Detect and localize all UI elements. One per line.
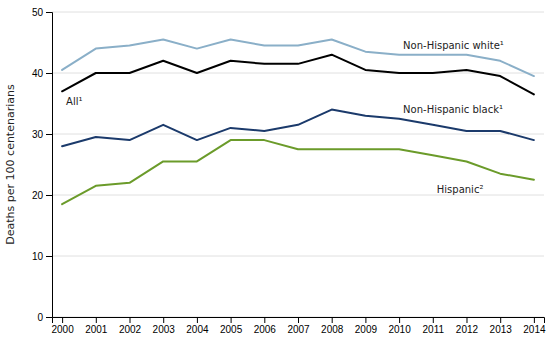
y-tick-label: 50	[32, 7, 44, 18]
x-tick-label: 2000	[51, 324, 74, 335]
x-tick-mark	[197, 317, 198, 323]
series-labels: Non-Hispanic white¹ All¹ Non-Hispanic blac…	[66, 40, 504, 195]
series-label: Non-Hispanic white¹	[403, 40, 504, 51]
x-tick-label: 2010	[388, 324, 411, 335]
x-tick-label: 2014	[523, 324, 546, 335]
x-tick: 2000	[51, 317, 74, 335]
x-tick-mark	[534, 317, 535, 323]
y-tick: 10	[32, 251, 52, 262]
x-tick: 2003	[153, 317, 176, 335]
y-tick-mark	[46, 134, 52, 135]
x-tick: 2014	[523, 317, 546, 335]
y-tick: 0	[37, 312, 52, 323]
x-tick-label: 2006	[254, 324, 277, 335]
x-tick-label: 2009	[355, 324, 378, 335]
x-tick-label: 2012	[456, 324, 479, 335]
y-axis-label: Deaths per 100 centenarians	[4, 84, 17, 245]
x-tick-mark	[231, 317, 232, 323]
x-tick-mark	[96, 317, 97, 323]
x-tick: 2011	[423, 317, 445, 335]
y-tick: 40	[32, 68, 52, 79]
x-tick-label: 2008	[321, 324, 344, 335]
x-tick: 2010	[388, 317, 411, 335]
x-tick-mark	[298, 317, 299, 323]
lines	[62, 39, 534, 204]
y-tick-label: 40	[32, 68, 44, 79]
grid-line	[52, 134, 544, 135]
x-tick: 2002	[119, 317, 142, 335]
x-tick: 2013	[490, 317, 513, 335]
y-tick-mark	[46, 317, 52, 318]
x-axis: 2000 2001 2002 2003 2004 2005 2006 2007 2008 2009…	[51, 317, 545, 335]
x-tick-label: 2003	[153, 324, 176, 335]
x-tick-mark	[500, 317, 501, 323]
x-tick: 2004	[186, 317, 209, 335]
series-label: Non-Hispanic black¹	[403, 104, 503, 115]
x-tick-label: 2002	[119, 324, 142, 335]
y-axis: 0 10 20 30 40 50	[32, 7, 53, 323]
x-tick-mark	[365, 317, 366, 323]
y-tick-label: 0	[37, 312, 43, 323]
x-tick-label: 2004	[186, 324, 209, 335]
series-line	[62, 55, 534, 95]
x-tick: 2001	[85, 317, 108, 335]
x-tick-label: 2011	[423, 324, 445, 335]
x-tick-mark	[62, 317, 63, 323]
x-tick-mark	[433, 317, 434, 323]
y-tick: 30	[32, 129, 52, 140]
x-tick: 2006	[254, 317, 277, 335]
y-tick-mark	[46, 256, 52, 257]
grid-line	[52, 256, 544, 257]
x-tick: 2012	[456, 317, 479, 335]
x-tick: 2009	[355, 317, 378, 335]
x-tick-label: 2013	[490, 324, 513, 335]
x-tick-label: 2001	[85, 324, 108, 335]
x-tick-label: 2005	[220, 324, 243, 335]
x-tick: 2005	[220, 317, 243, 335]
x-tick: 2008	[321, 317, 344, 335]
y-tick: 20	[32, 190, 52, 201]
plot: 2000 2001 2002 2003 2004 2005 2006 2007 2008 2009…	[32, 7, 546, 335]
y-tick-mark	[46, 12, 52, 13]
grid	[52, 12, 544, 317]
x-tick: 2007	[287, 317, 310, 335]
x-tick-mark	[264, 317, 265, 323]
y-tick-mark	[46, 73, 52, 74]
y-tick-label: 10	[32, 251, 44, 262]
x-axis-line	[53, 318, 545, 324]
x-tick-mark	[332, 317, 333, 323]
y-tick-mark	[46, 195, 52, 196]
series-line	[62, 140, 534, 204]
y-tick-label: 20	[32, 190, 44, 201]
series-label: Hispanic²	[437, 184, 484, 195]
x-tick-mark	[466, 317, 467, 323]
y-axis-line	[46, 13, 53, 318]
x-tick-mark	[130, 317, 131, 323]
x-tick-label: 2007	[287, 324, 310, 335]
y-tick-label: 30	[32, 129, 44, 140]
grid-line	[52, 12, 544, 13]
x-tick-mark	[399, 317, 400, 323]
series-label: All¹	[66, 96, 82, 107]
series-line	[62, 110, 534, 147]
chart: 2000 2001 2002 2003 2004 2005 2006 2007 2008 2009…	[0, 0, 560, 345]
x-tick-mark	[163, 317, 164, 323]
y-tick: 50	[32, 7, 52, 18]
